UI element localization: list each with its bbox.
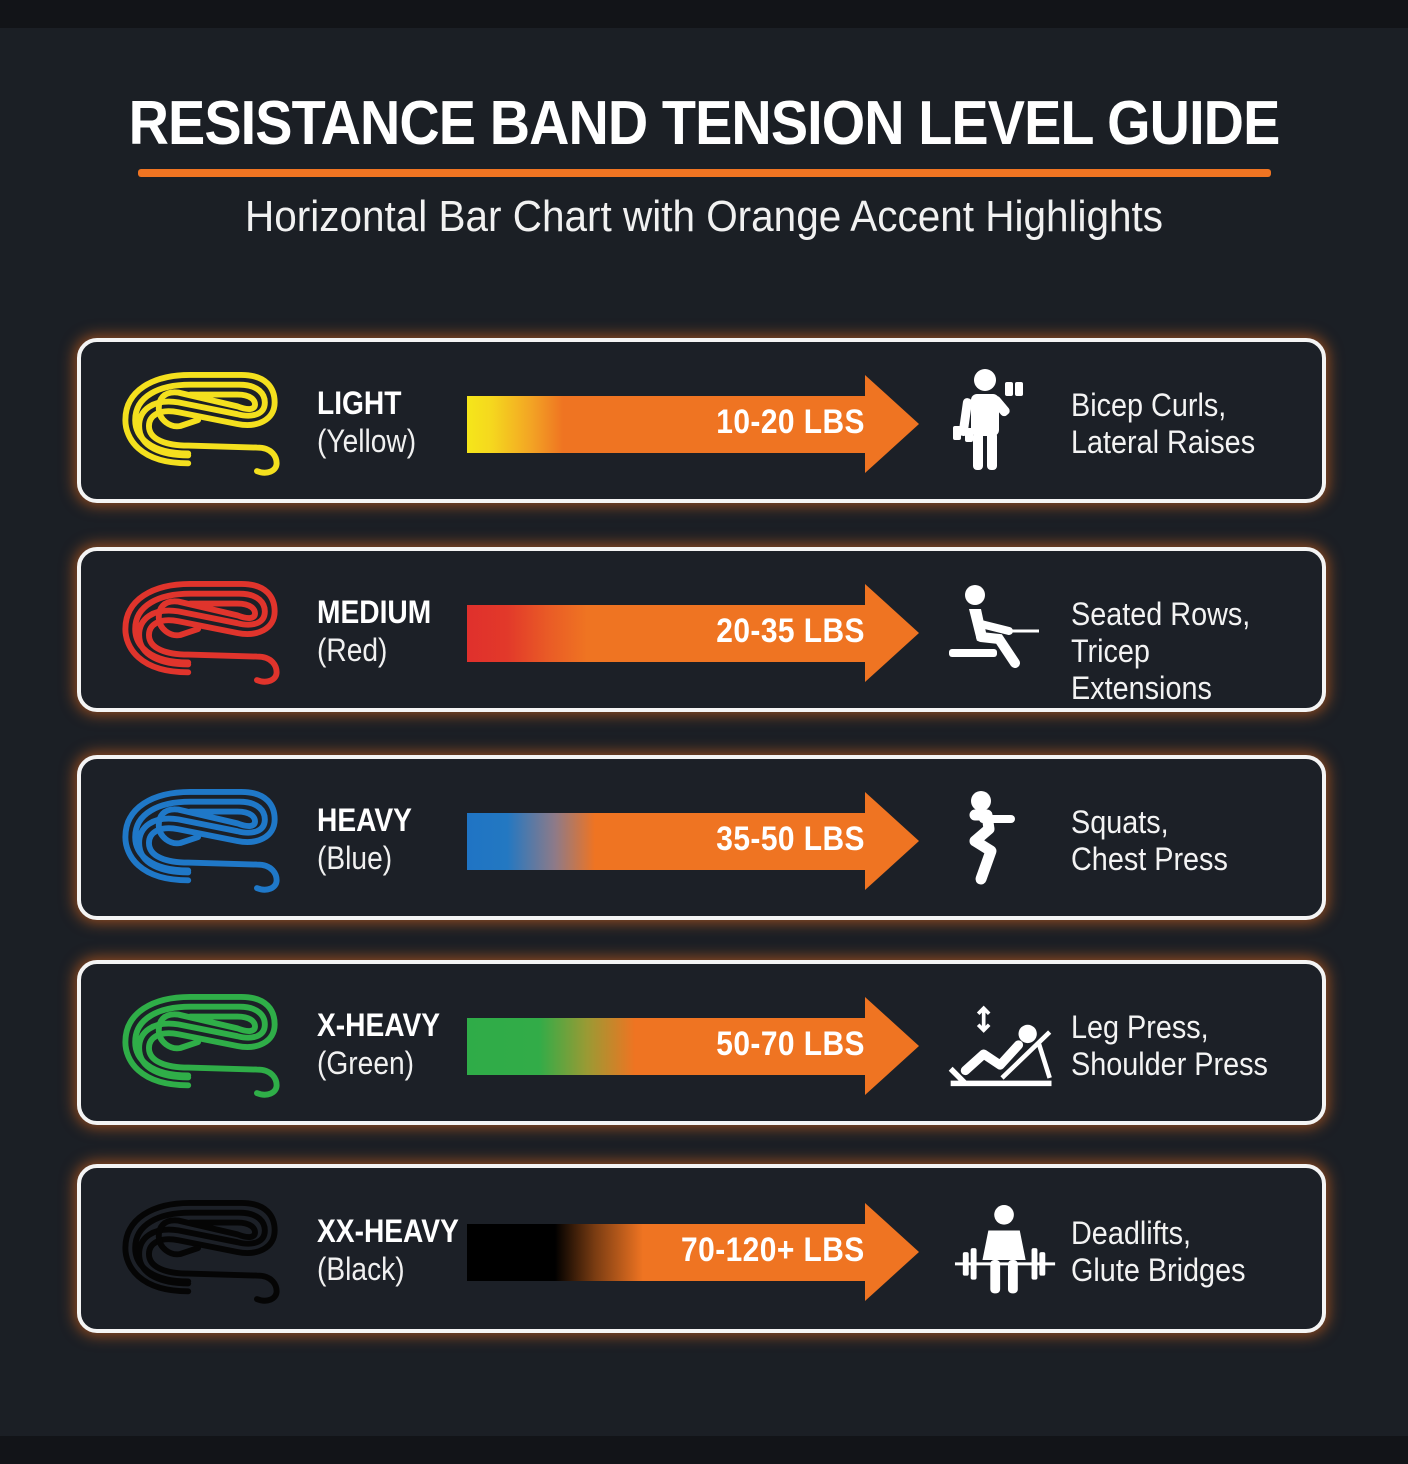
- exercise-line-2: Glute Bridges: [1071, 1252, 1246, 1288]
- tension-bar: 50-70 LBS: [467, 997, 919, 1095]
- leg-press-icon: [948, 1005, 1052, 1087]
- exercise-line-2: Shoulder Press: [1071, 1046, 1268, 1082]
- page-subtitle: Horizontal Bar Chart with Orange Accent …: [245, 192, 1163, 241]
- tension-value: 10-20 LBS: [716, 403, 865, 441]
- seated-row-icon: [949, 585, 1039, 668]
- level-name: MEDIUM: [317, 594, 432, 630]
- level-name: HEAVY: [317, 802, 412, 838]
- band-row-medium: MEDIUM (Red) 20-35 LBS Seated Rows, Tric…: [77, 547, 1326, 712]
- level-name: XX-HEAVY: [317, 1213, 459, 1249]
- deadlift-icon: [954, 1204, 1056, 1294]
- green-band-icon: [119, 991, 283, 1101]
- exercise-line-1: Seated Rows,: [1071, 596, 1251, 632]
- level-name: X-HEAVY: [317, 1007, 441, 1043]
- exercise-line-1: Squats,: [1071, 804, 1169, 840]
- tension-value: 70-120+ LBS: [681, 1231, 865, 1269]
- band-row-heavy: HEAVY (Blue) 35-50 LBS Squats, Chest Pre…: [77, 755, 1326, 920]
- red-band-icon: [119, 578, 283, 688]
- band-row-light: LIGHT (Yellow) 10-20 LBS Bicep Curls, La…: [77, 338, 1326, 503]
- exercise-line-2: Chest Press: [1071, 841, 1228, 877]
- band-row-xx-heavy: XX-HEAVY (Black) 70-120+ LBS Deadlifts, …: [77, 1164, 1326, 1333]
- title-underline: [138, 169, 1271, 177]
- exercise-line-1: Leg Press,: [1071, 1009, 1209, 1045]
- level-color: (Yellow): [317, 423, 417, 459]
- level-color: (Green): [317, 1045, 415, 1081]
- squat-icon: [969, 791, 1015, 885]
- page-title: RESISTANCE BAND TENSION LEVEL GUIDE: [128, 89, 1281, 158]
- exercise-line-2: Lateral Raises: [1071, 424, 1256, 460]
- black-band-icon: [119, 1197, 283, 1307]
- top-band: [0, 0, 1408, 28]
- yellow-band-icon: [119, 369, 283, 479]
- level-color: (Red): [317, 632, 388, 668]
- band-row-x-heavy: X-HEAVY (Green) 50-70 LBS Leg Press, Sho…: [77, 960, 1326, 1125]
- level-name: LIGHT: [317, 385, 402, 421]
- tension-bar: 70-120+ LBS: [467, 1203, 919, 1301]
- dumbbell-curl-icon: [953, 369, 1023, 470]
- tension-value: 20-35 LBS: [716, 612, 865, 650]
- tension-value: 50-70 LBS: [716, 1025, 865, 1063]
- tension-bar: 20-35 LBS: [467, 584, 919, 682]
- tension-bar: 10-20 LBS: [467, 375, 919, 473]
- exercise-line-1: Bicep Curls,: [1071, 387, 1227, 423]
- tension-bar: 35-50 LBS: [467, 792, 919, 890]
- level-color: (Blue): [317, 840, 393, 876]
- exercise-line-2: Tricep Extensions: [1071, 633, 1212, 706]
- level-color: (Black): [317, 1251, 405, 1287]
- exercise-line-1: Deadlifts,: [1071, 1215, 1192, 1251]
- blue-band-icon: [119, 786, 283, 896]
- bottom-band: [0, 1436, 1408, 1464]
- tension-value: 35-50 LBS: [716, 820, 865, 858]
